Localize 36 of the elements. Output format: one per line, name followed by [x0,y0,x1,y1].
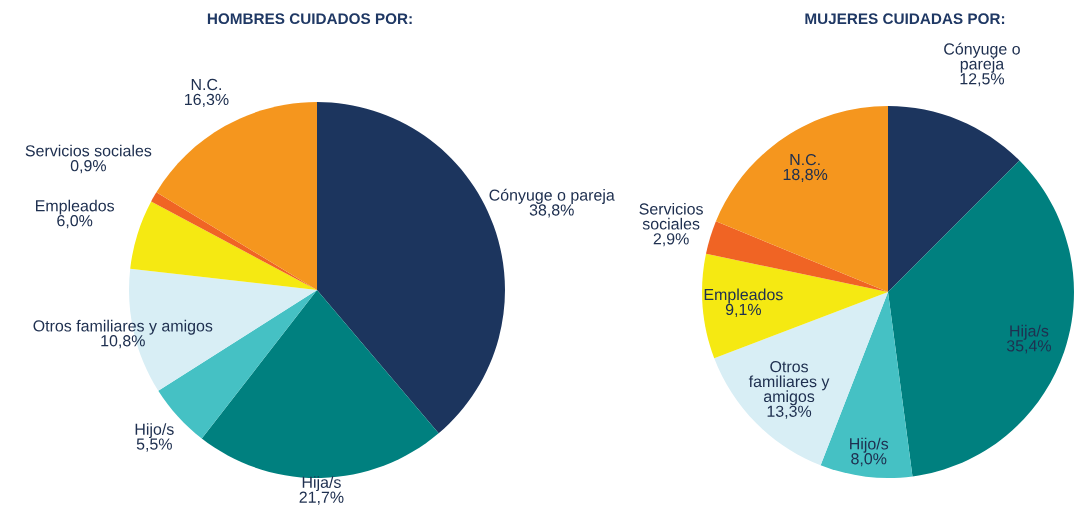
chart-title: HOMBRES CUIDADOS POR: [207,13,412,25]
slice-label: Otros familiares y amigos [33,319,213,335]
slice-label: Servicios sociales [25,144,152,157]
pie-slice [888,160,1074,477]
pie-slice [151,192,317,290]
slice-label: Empleados [36,199,115,215]
data-label: 35,4% [1006,340,1052,354]
data-label: 38,8% [529,204,574,218]
data-label: 18,8% [783,168,828,183]
slice-label: Hija/s [302,476,341,492]
data-label: 0,9% [70,160,107,174]
slice-label: Hijo/s [850,437,889,453]
pie-slice [702,253,888,359]
data-label: 8,0% [851,453,887,467]
slice-label: N.C. [191,78,221,91]
slice-label: Empleados [704,288,783,304]
slice-label: Hijo/s [135,423,174,439]
data-label: 9,1% [725,303,761,317]
slice-label: N.C. [790,153,820,166]
slice-label: Servicios sociales [639,202,703,230]
data-label: 10,8% [101,335,145,349]
data-label: 13,3% [767,405,812,419]
data-label: 6,0% [57,215,93,229]
data-label: 2,9% [653,233,689,247]
data-label: 21,7% [299,491,344,505]
pie-slice [130,201,317,290]
slice-label: Otros familiares y amigos [748,360,830,406]
pie-slice [820,292,913,478]
chart-title: MUJERES CUIDADAS POR: [805,13,1005,25]
slice-label: Hija/s [1010,324,1049,340]
data-label: 5,5% [136,438,172,452]
data-label: 16,3% [185,93,229,107]
slice-label: Cónyuge o pareja [944,42,1020,73]
pie-slice [888,106,1020,292]
slice-label: Cónyuge o pareja [489,188,615,204]
data-label: 12,5% [960,73,1005,87]
